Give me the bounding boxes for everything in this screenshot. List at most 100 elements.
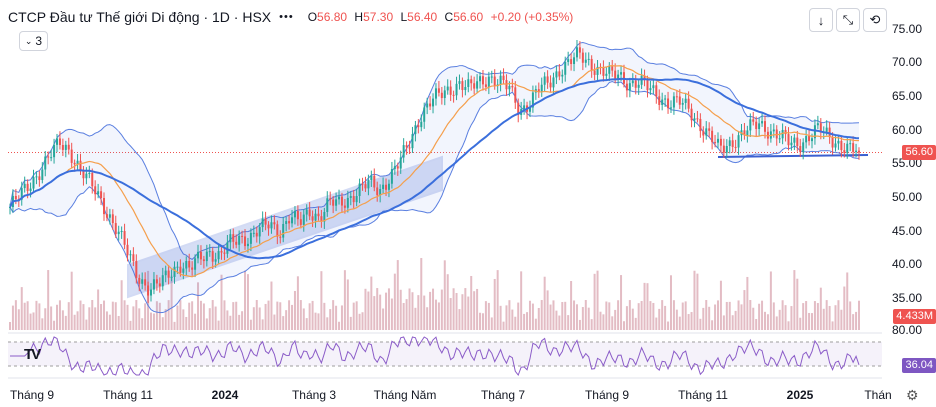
candle-body	[229, 234, 232, 243]
candle-body	[202, 259, 205, 262]
volume-bar	[296, 276, 299, 330]
volume-bar	[144, 303, 147, 330]
symbol-title[interactable]: CTCP Đầu tư Thế giới Di động · 1D · HSX	[8, 9, 272, 25]
grid-lines	[8, 152, 882, 379]
candle-body	[429, 103, 432, 107]
volume-bar	[790, 306, 793, 330]
volume-bar	[464, 288, 467, 330]
volume-bar	[858, 300, 860, 330]
volume-bar	[38, 303, 41, 330]
volume-bar	[614, 309, 617, 330]
volume-bar	[241, 311, 244, 330]
volume-bar	[628, 300, 631, 330]
volume-bar	[352, 302, 355, 330]
ohlc-values: O56.80 H57.30 L56.40 C56.60 +0.20 (+0.35…	[307, 10, 574, 24]
volume-bar	[852, 314, 855, 330]
volume-bar	[526, 312, 529, 330]
candle-body	[608, 66, 611, 74]
candle-body	[614, 70, 617, 80]
time-tick-label: Tháng Năm	[373, 388, 437, 402]
volume-bar	[855, 311, 858, 330]
candle-body	[194, 258, 197, 270]
rsi-pane	[8, 336, 882, 377]
volume-bar	[749, 300, 752, 330]
candle-body	[646, 79, 649, 91]
volume-bar	[825, 300, 828, 330]
candle-body	[799, 146, 802, 152]
candle-body	[282, 223, 285, 238]
volume-bar	[235, 301, 238, 330]
volume-bar	[573, 300, 576, 330]
volume-bar	[41, 318, 44, 330]
candle-body	[669, 107, 672, 109]
volume-bar	[796, 278, 799, 330]
volume-bar	[64, 315, 67, 330]
candle-body	[461, 81, 464, 91]
candle-body	[652, 85, 655, 89]
more-icon[interactable]: •••	[279, 11, 294, 23]
volume-bar	[611, 316, 614, 330]
volume-bar	[531, 303, 534, 330]
volume-bar	[687, 314, 690, 330]
candle-body	[593, 70, 596, 75]
volume-bar	[625, 306, 628, 330]
volume-bar	[808, 312, 811, 330]
gear-icon[interactable]: ⚙	[906, 387, 919, 403]
volume-bar	[343, 270, 346, 330]
candle-body	[405, 145, 408, 148]
indicators-toggle[interactable]: ⌄ 3	[19, 31, 48, 51]
volume-bar	[537, 307, 540, 330]
candle-body	[722, 145, 725, 153]
arrow-down-button[interactable]: ↓	[809, 8, 833, 32]
volume-bar	[361, 312, 364, 330]
candle-body	[144, 279, 147, 286]
volume-bar	[643, 282, 646, 330]
candle-body	[631, 80, 634, 84]
candle-body	[746, 130, 749, 136]
candle-body	[358, 183, 361, 197]
candle-body	[302, 214, 305, 225]
volume-bar	[843, 286, 846, 330]
candle-body	[82, 169, 85, 179]
volume-bar	[781, 300, 784, 330]
price-tick-label: 60.00	[891, 122, 922, 137]
candle-body	[755, 121, 758, 130]
candle-body	[288, 221, 291, 224]
volume-bar	[581, 307, 584, 330]
candle-body	[76, 160, 79, 165]
volume-bar	[617, 300, 620, 330]
volume-bar	[725, 301, 728, 330]
volume-bar	[261, 319, 264, 330]
candle-body	[749, 119, 752, 131]
volume-bars	[9, 258, 860, 330]
candle-body	[570, 59, 573, 65]
collapse-button[interactable]: ⤡	[836, 8, 860, 32]
volume-bar	[802, 303, 805, 330]
candle-body	[191, 267, 194, 270]
volume-bar	[185, 316, 188, 330]
candle-body	[285, 221, 288, 224]
volume-bar	[655, 317, 658, 330]
reset-button[interactable]: ⟲	[863, 8, 887, 32]
bollinger-upper	[9, 42, 860, 260]
volume-bar	[285, 310, 288, 330]
candle-body	[661, 99, 664, 105]
candle-body	[270, 222, 273, 229]
rsi-band	[8, 342, 882, 366]
volume-bar	[443, 260, 446, 330]
candle-body	[793, 137, 796, 143]
candle-body	[35, 176, 38, 178]
volume-bar	[690, 312, 693, 330]
volume-bar	[737, 300, 740, 330]
volume-bar	[461, 294, 464, 330]
candle-body	[590, 58, 593, 71]
candle-body	[728, 140, 731, 146]
volume-bar	[390, 298, 393, 330]
volume-bar	[834, 305, 837, 330]
candle-body	[708, 128, 711, 131]
volume-bar	[432, 288, 435, 330]
candle-body	[138, 277, 141, 284]
volume-bar	[88, 307, 91, 330]
candlesticks	[9, 40, 860, 303]
